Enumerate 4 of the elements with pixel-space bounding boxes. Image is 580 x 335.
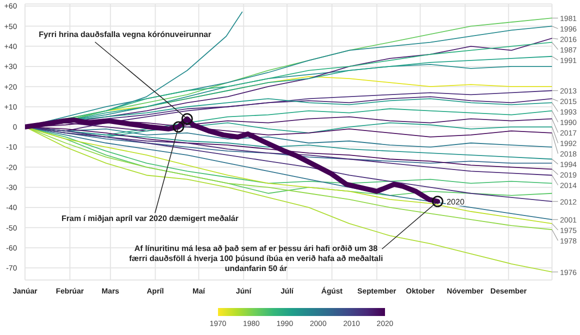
annotation: Fram í miðjan apríl var 2020 dæmigert meðalár bbox=[60, 214, 240, 224]
annotation: Fyrri hrina dauðsfalla vegna kórónuveirunnar bbox=[38, 30, 212, 40]
series-label: 2020 bbox=[446, 197, 465, 206]
annotation: Af línuritinu má lesa að það sem af er þessu ári hafi orðið um 38 færri dauðsföll á hverja 100 þúsund íbúa en verið hafa að meðaltali undanfarin 50 ár bbox=[128, 244, 384, 274]
